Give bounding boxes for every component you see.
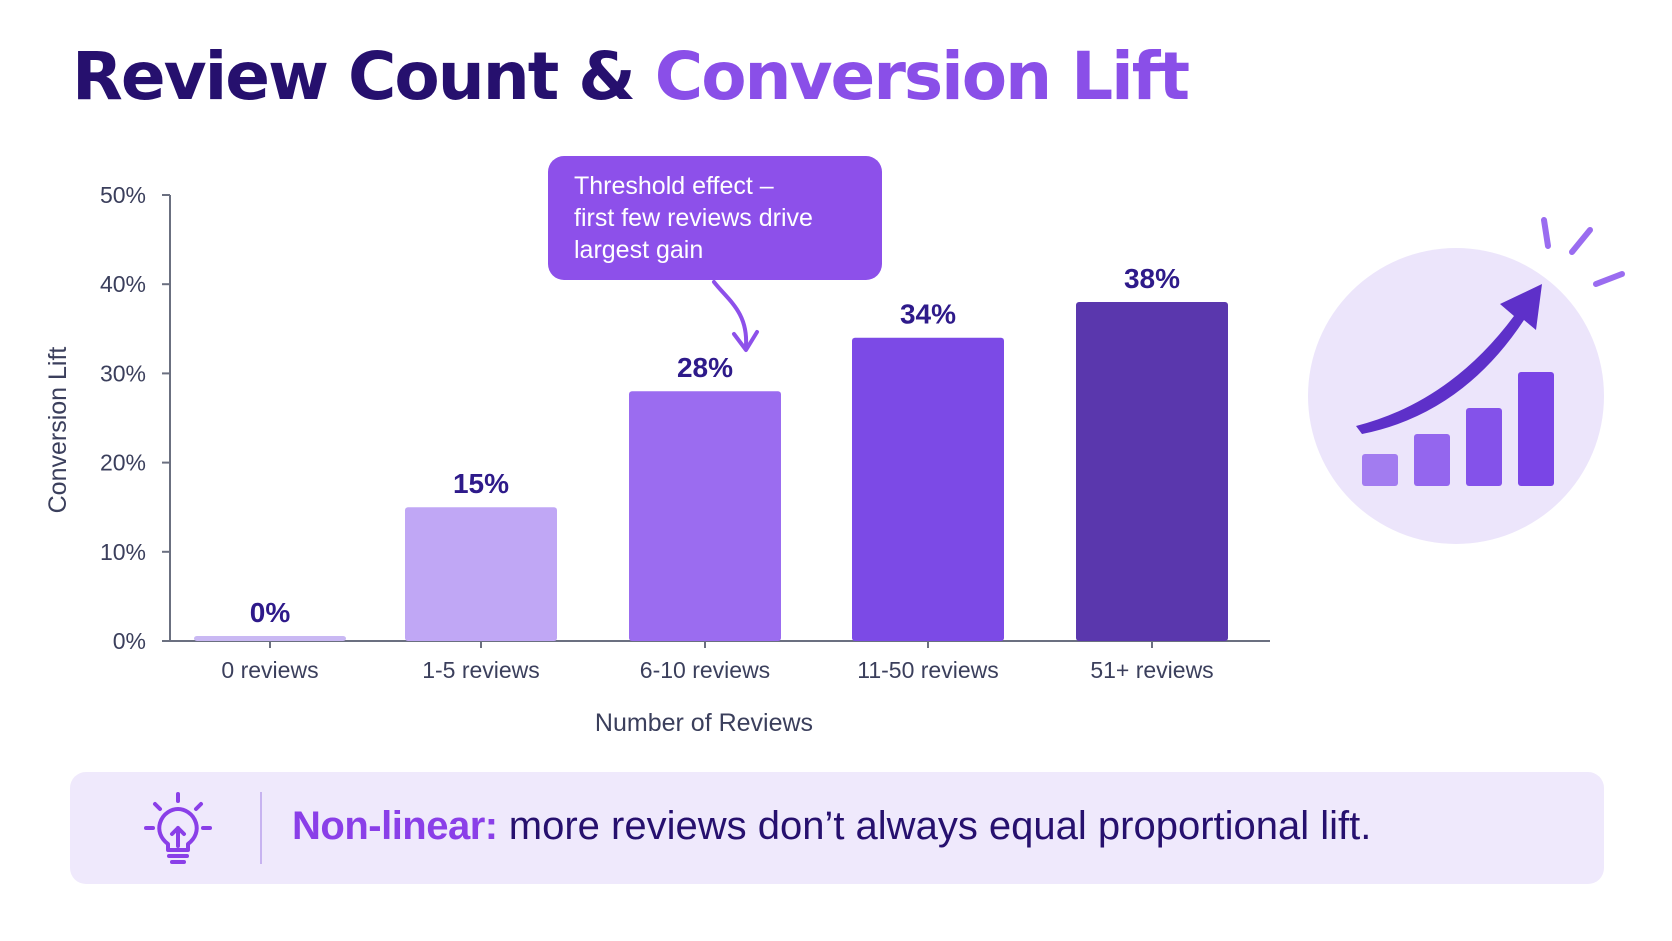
illustration-bar-4 bbox=[1518, 372, 1554, 486]
x-tick-label: 11-50 reviews bbox=[857, 657, 998, 683]
y-tick-label: 10% bbox=[100, 539, 146, 565]
bar-value-label: 38% bbox=[1124, 263, 1180, 294]
bar-value-label: 28% bbox=[677, 352, 733, 383]
bar bbox=[194, 636, 346, 641]
illustration-bar-2 bbox=[1414, 434, 1450, 486]
illustration-bar-1 bbox=[1362, 454, 1398, 486]
bar-value-label: 34% bbox=[900, 299, 956, 330]
y-tick-label: 40% bbox=[100, 271, 146, 297]
bar bbox=[629, 391, 781, 641]
chart-title: Review Count & Conversion Lift bbox=[72, 44, 1190, 110]
bar bbox=[852, 337, 1004, 641]
x-tick-label: 51+ reviews bbox=[1090, 657, 1213, 683]
insight-text: Non-linear: more reviews don’t always eq… bbox=[292, 802, 1371, 850]
y-tick-label: 30% bbox=[100, 360, 146, 386]
title-part-2: Conversion Lift bbox=[654, 38, 1190, 115]
x-tick-label: 0 reviews bbox=[221, 657, 318, 683]
spark-line-2 bbox=[1569, 227, 1593, 255]
growth-chart-icon bbox=[1308, 217, 1625, 544]
lightbulb-icon bbox=[144, 792, 212, 864]
illustration-circle bbox=[1308, 248, 1604, 544]
x-axis-title: Number of Reviews bbox=[595, 709, 813, 737]
spark-line-3 bbox=[1593, 271, 1625, 287]
illustration-bar-3 bbox=[1466, 408, 1502, 486]
y-tick-label: 20% bbox=[100, 450, 146, 476]
bar bbox=[405, 507, 557, 641]
insight-divider bbox=[260, 792, 262, 864]
bar-value-label: 15% bbox=[453, 468, 509, 499]
insight-lead: Non-linear: bbox=[292, 804, 498, 848]
title-part-1: Review Count & bbox=[72, 38, 636, 115]
illustration-trend-arrow bbox=[1356, 284, 1542, 434]
insight-banner: Non-linear: more reviews don’t always eq… bbox=[70, 772, 1604, 884]
callout-arrow bbox=[712, 280, 749, 348]
bar-value-label: 0% bbox=[250, 597, 291, 628]
x-tick-label: 1-5 reviews bbox=[422, 657, 540, 683]
y-tick-label: 50% bbox=[100, 182, 146, 208]
insight-body: more reviews don’t always equal proporti… bbox=[508, 804, 1372, 848]
callout-arrowhead bbox=[732, 330, 759, 352]
callout-line-1: Threshold effect – bbox=[574, 172, 774, 200]
x-tick-label: 6-10 reviews bbox=[640, 657, 770, 683]
y-tick-label: 0% bbox=[113, 628, 146, 654]
y-axis-title: Conversion Lift bbox=[44, 347, 72, 514]
callout-box: Threshold effect – first few reviews dri… bbox=[548, 156, 882, 280]
bar bbox=[1076, 302, 1228, 641]
bar-chart: 0% 0 reviews 15% 1-5 reviews 28% 6-10 reviews… bbox=[44, 182, 1270, 737]
spark-line-1 bbox=[1541, 217, 1551, 249]
callout-line-3: largest gain bbox=[574, 236, 704, 264]
callout-line-2: first few reviews drive bbox=[574, 204, 813, 232]
